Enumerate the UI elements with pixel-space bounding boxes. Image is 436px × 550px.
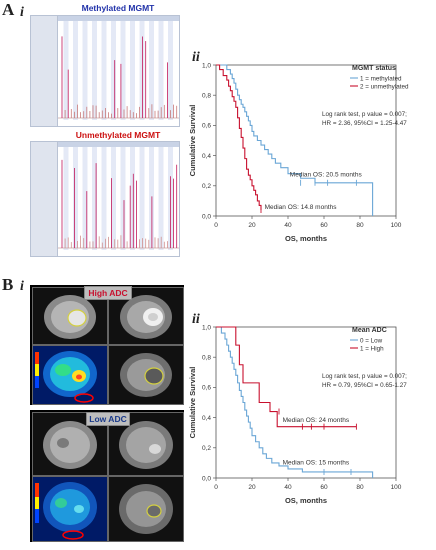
stats-line: Log rank test, p value = 0.007; [322, 373, 407, 380]
adc-map-image [32, 476, 108, 542]
trace-lane [82, 21, 88, 120]
legend-entry: 2 = unmethylated [360, 84, 409, 91]
trace-lane [130, 21, 135, 120]
y-tick-label: 1,0 [202, 62, 211, 69]
x-tick-label: 40 [284, 484, 292, 491]
methylated-trace [58, 21, 179, 120]
x-tick-label: 40 [284, 222, 292, 229]
trace-lane [168, 21, 173, 120]
methylated-trace-window [30, 15, 180, 127]
trace-lane [101, 147, 107, 250]
trace-lane [139, 147, 145, 250]
median-os-annotation: Median OS: 15 months [283, 459, 350, 466]
panel-letter-a: A [2, 0, 15, 19]
trace-lane [120, 21, 126, 120]
x-tick-label: 60 [320, 222, 328, 229]
trace-lane [63, 147, 69, 250]
stats-line: HR = 0.79, 95%CI = 0.65-1.27 [322, 382, 407, 389]
adc-map-image [32, 345, 108, 405]
mri-montage-high: High ADC [30, 285, 184, 405]
high-adc-label: High ADC [84, 286, 132, 300]
stats-line: Log rank test, p value = 0.007; [322, 111, 407, 118]
y-tick-label: 0,0 [202, 475, 211, 482]
median-os-annotation: Median OS: 24 months [283, 417, 350, 424]
km-chart-adc: 0 20 40 60 80 100 0,0 0,2 0,4 0,6 0,8 1,0 OS, months… [188, 324, 407, 505]
km-chart-mgmt: 0 20 40 60 80 100 0,0 0,2 0,4 0,6 0,8 1,0 OS, months… [188, 62, 409, 243]
plot-frame [215, 326, 397, 479]
legend-entry: 1 = High [360, 346, 384, 353]
mri-image [108, 412, 184, 476]
panel-letter-b: B [2, 275, 14, 294]
x-tick-label: 20 [248, 484, 256, 491]
trace-lane [101, 21, 107, 120]
survival-curve-1 [216, 326, 374, 478]
mri-image [32, 287, 108, 345]
legend-title: MGMT status [352, 65, 396, 72]
panel-b-sub-ii: ii [192, 312, 200, 327]
trace-lane [111, 21, 116, 120]
x-tick-label: 100 [391, 222, 402, 229]
trace-lane [82, 147, 88, 250]
trace-lane [92, 147, 97, 250]
trace-lane [73, 21, 78, 120]
trace-lane [149, 21, 154, 120]
unmethylated-trace [58, 147, 179, 250]
trace-lane [139, 21, 145, 120]
y-tick-label: 0,6 [202, 123, 211, 130]
y-tick-label: 0,6 [202, 385, 211, 392]
panel-a-sub-i: i [20, 5, 24, 20]
y-tick-label: 0,8 [202, 93, 211, 100]
y-tick-label: 0,4 [202, 415, 211, 422]
legend-entry: 1 = methylated [360, 76, 402, 83]
trace-lane [130, 147, 135, 250]
trace-lane [158, 21, 164, 120]
trace-lane [92, 21, 97, 120]
trace-lane [63, 21, 69, 120]
legend-title: Mean ADC [352, 327, 387, 334]
unmethylated-title: Unmethylated MGMT [75, 130, 161, 140]
median-os-annotation: Median OS: 20.5 months [290, 172, 363, 179]
trace-lane [120, 147, 126, 250]
y-axis-label: Cumulative Survival [188, 367, 197, 439]
y-axis-label: Cumulative Survival [188, 105, 197, 177]
x-tick-label: 80 [356, 484, 364, 491]
trace-lane [111, 147, 116, 250]
survival-curve-1 [216, 64, 374, 216]
y-tick-label: 0,2 [202, 183, 211, 190]
x-axis-label: OS, months [285, 496, 327, 505]
survival-curve-2 [216, 326, 357, 428]
survival-curve-2 [216, 64, 262, 210]
methylated-title: Methylated MGMT [81, 3, 155, 13]
x-axis-label: OS, months [285, 234, 327, 243]
median-os-annotation: Median OS: 14.8 months [265, 204, 338, 211]
y-tick-label: 0,0 [202, 213, 211, 220]
mri-image [108, 476, 184, 542]
unmethylated-trace-window [30, 141, 180, 257]
trace-lane [158, 147, 164, 250]
mri-montage-low: Low ADC [30, 410, 184, 542]
plot-frame [215, 64, 397, 217]
x-tick-label: 0 [214, 484, 218, 491]
x-tick-label: 100 [391, 484, 402, 491]
y-tick-label: 0,8 [202, 355, 211, 362]
mri-image [108, 345, 184, 405]
x-tick-label: 0 [214, 222, 218, 229]
x-tick-label: 60 [320, 484, 328, 491]
x-tick-label: 20 [248, 222, 256, 229]
stats-line: HR = 2.36, 95%CI = 1.25-4.47 [322, 120, 407, 127]
panel-a-sub-ii: ii [192, 50, 200, 65]
x-tick-label: 80 [356, 222, 364, 229]
trace-lane [73, 147, 78, 250]
y-tick-label: 1,0 [202, 324, 211, 331]
y-tick-label: 0,2 [202, 445, 211, 452]
low-adc-label: Low ADC [86, 412, 130, 426]
panel-b-sub-i: i [20, 279, 24, 294]
legend-entry: 0 = Low [360, 338, 383, 345]
y-tick-label: 0,4 [202, 153, 211, 160]
